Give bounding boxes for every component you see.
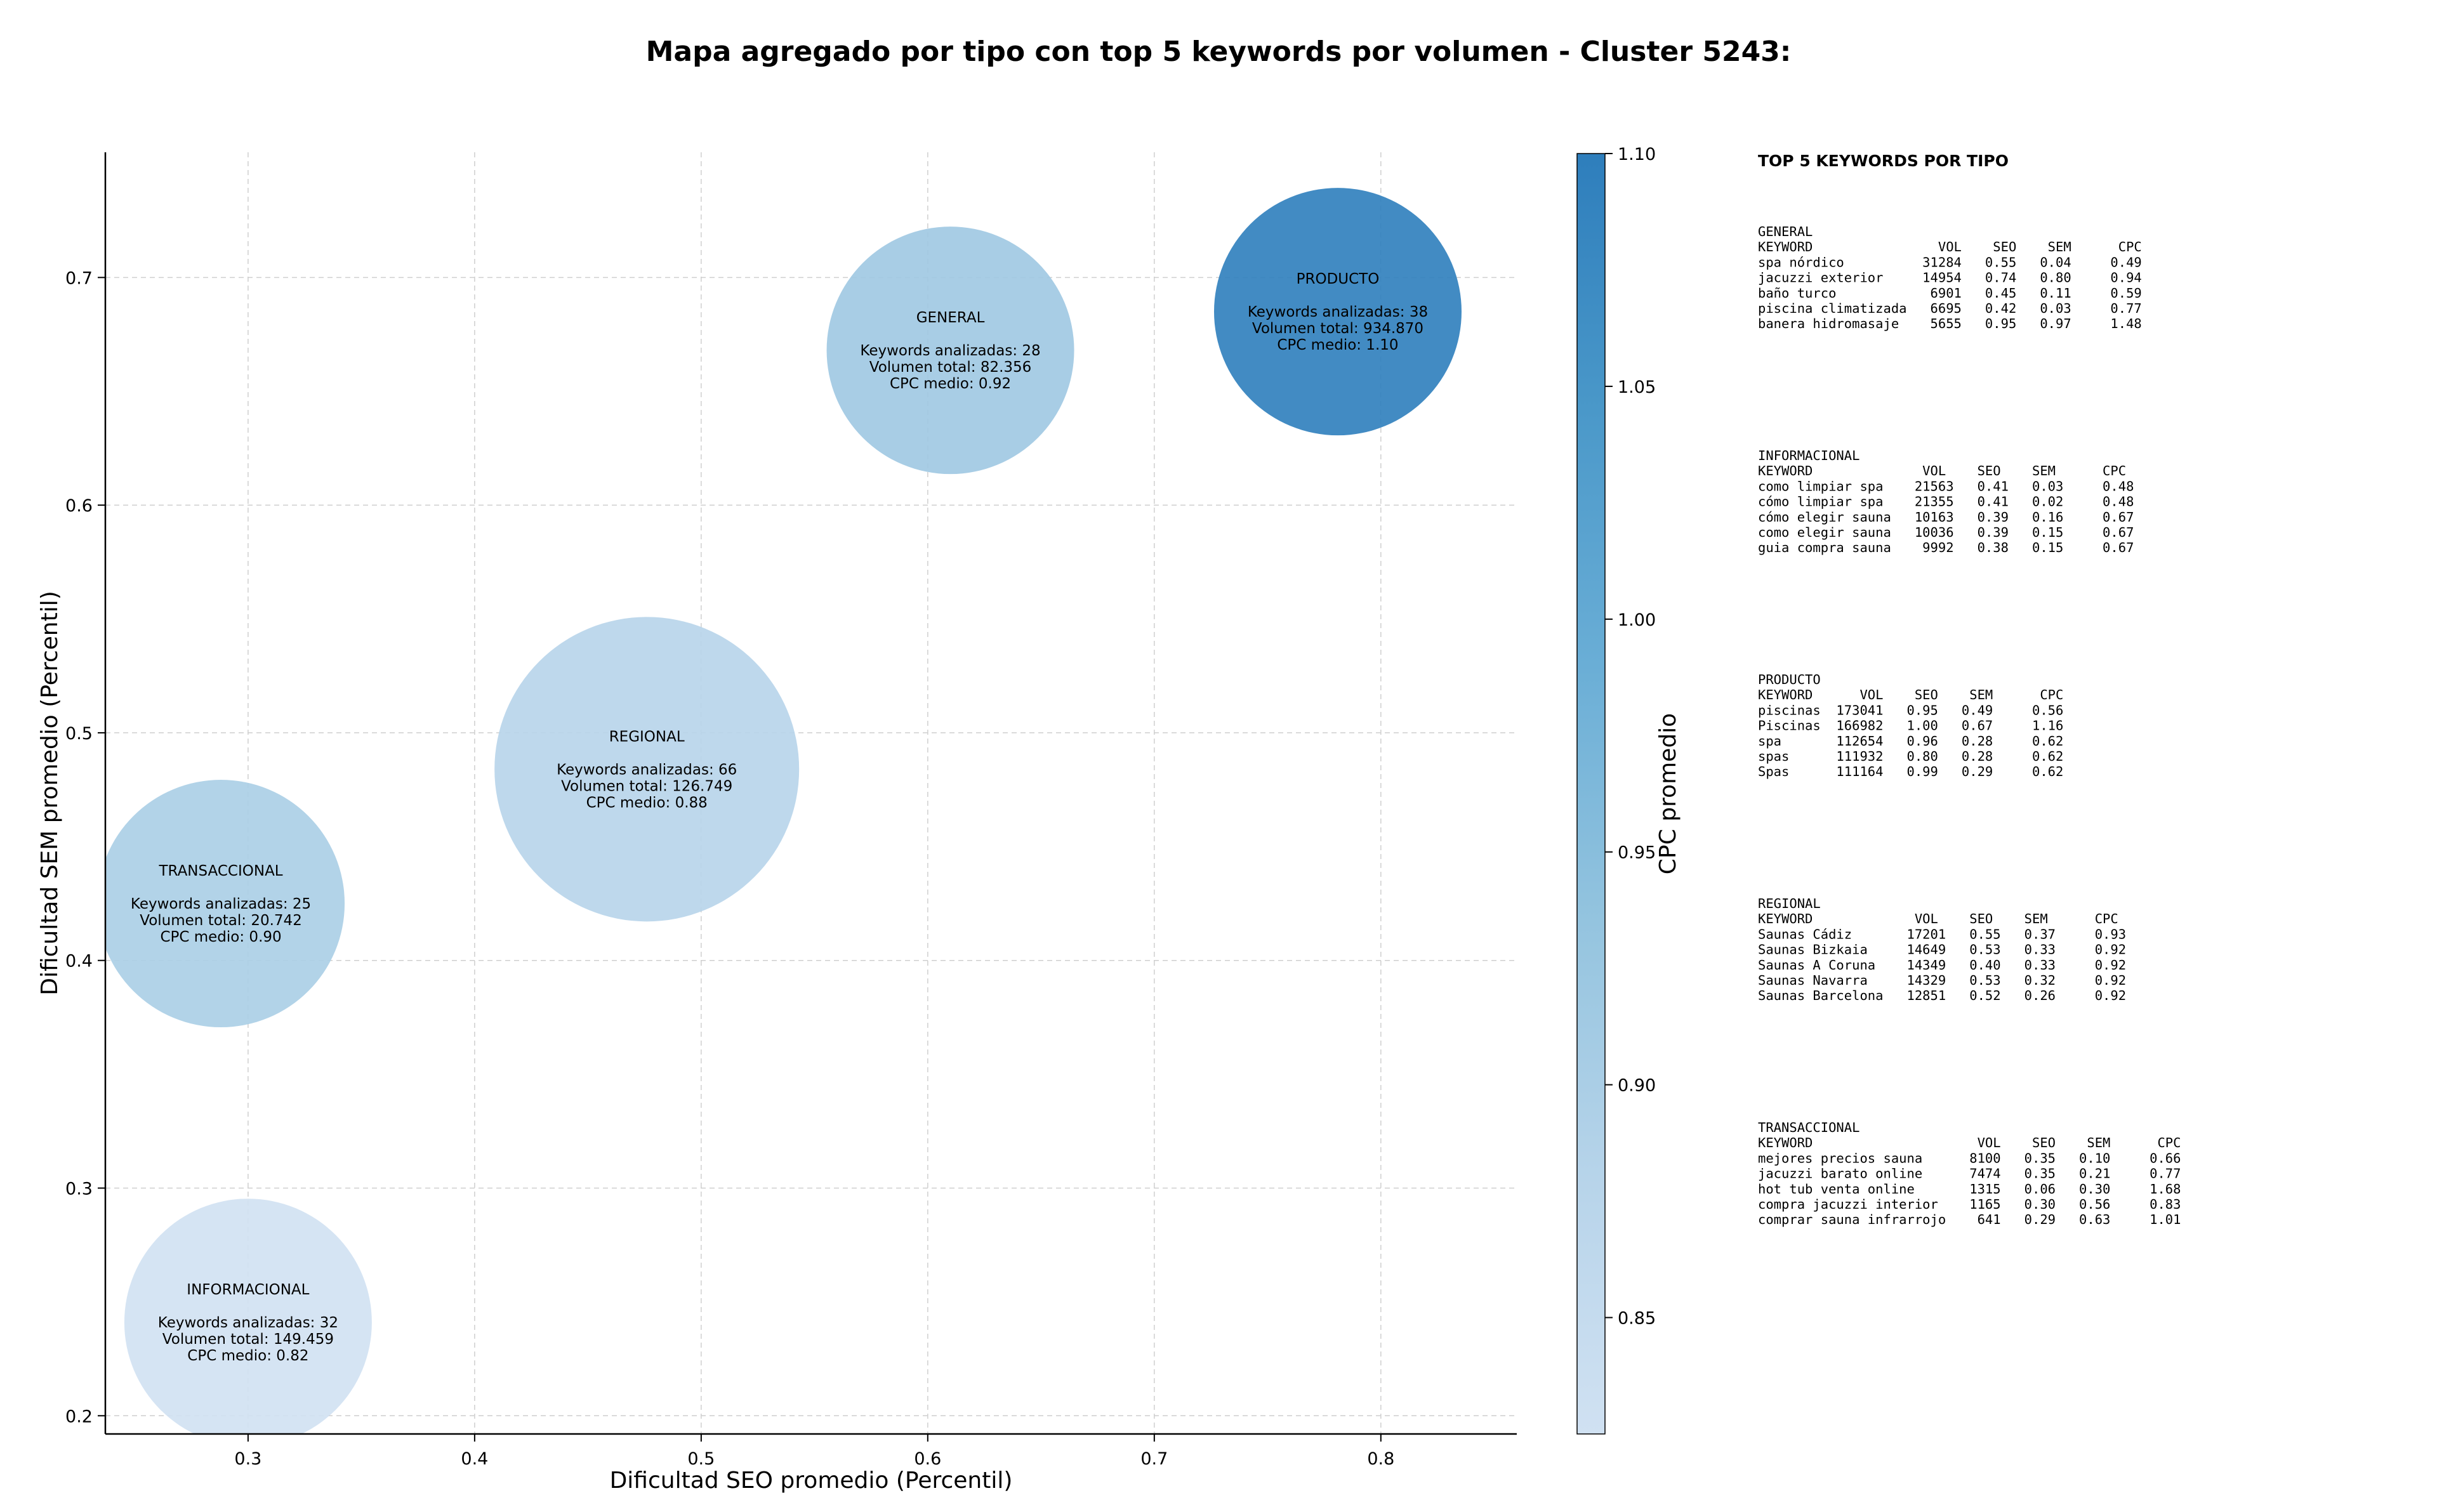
y-tick-label: 0.2 bbox=[65, 1407, 93, 1426]
bubble-label-general: CPC medio: 0.92 bbox=[890, 376, 1011, 392]
bubble-label-producto: Keywords analizadas: 38 bbox=[1248, 304, 1428, 320]
y-tick-label: 0.4 bbox=[65, 952, 93, 971]
y-tick-label: 0.3 bbox=[65, 1180, 93, 1199]
colorbar-tick-label: 1.10 bbox=[1618, 145, 1656, 164]
keyword-table-row: Saunas Cádiz 17201 0.55 0.37 0.93 bbox=[1758, 926, 2126, 942]
x-axis-label: Dificultad SEO promedio (Percentil) bbox=[610, 1468, 1013, 1494]
keyword-table-row: Piscinas 166982 1.00 0.67 1.16 bbox=[1758, 718, 2063, 733]
keyword-table-row: cómo limpiar spa 21355 0.41 0.02 0.48 bbox=[1758, 494, 2134, 509]
bubbles bbox=[105, 188, 1462, 1434]
keyword-table-row: Saunas A Coruna 14349 0.40 0.33 0.92 bbox=[1758, 957, 2126, 973]
keyword-table-row: spa nórdico 31284 0.55 0.04 0.49 bbox=[1758, 254, 2142, 270]
bubble-informacional bbox=[124, 1199, 372, 1434]
colorbar-label: CPC promedio bbox=[1655, 713, 1681, 874]
bubble-producto bbox=[1213, 188, 1462, 436]
bubble-label-informacional: CPC medio: 0.82 bbox=[187, 1348, 308, 1364]
bubble-label-producto: CPC medio: 1.10 bbox=[1277, 337, 1398, 353]
keyword-table-row: como limpiar spa 21563 0.41 0.03 0.48 bbox=[1758, 478, 2134, 494]
y-tick-label: 0.6 bbox=[65, 496, 93, 516]
keyword-table-header: KEYWORD VOL SEO SEM CPC bbox=[1758, 239, 2142, 254]
bubble-general bbox=[826, 227, 1074, 475]
x-tick-label: 0.8 bbox=[1367, 1449, 1394, 1469]
bubble-label-transaccional: CPC medio: 0.90 bbox=[160, 929, 281, 945]
colorbar: 0.85 0.90 0.95 1.00 1.05 1.10 CPC promedio bbox=[1576, 145, 1681, 1435]
keyword-table-row: comprar sauna infrarrojo 641 0.29 0.63 1… bbox=[1758, 1212, 2181, 1227]
bubble-label-informacional: INFORMACIONAL bbox=[187, 1282, 309, 1298]
keyword-table-row: como elegir sauna 10036 0.39 0.15 0.67 bbox=[1758, 525, 2134, 540]
keyword-table-row: guia compra sauna 9992 0.38 0.15 0.67 bbox=[1758, 540, 2134, 555]
keyword-table-header: KEYWORD VOL SEO SEM CPC bbox=[1758, 1135, 2181, 1150]
bubble-label-general: GENERAL bbox=[916, 310, 985, 326]
keyword-table-header: KEYWORD VOL SEO SEM CPC bbox=[1758, 911, 2118, 926]
keyword-table-row: cómo elegir sauna 10163 0.39 0.16 0.67 bbox=[1758, 509, 2134, 525]
x-tick-label: 0.7 bbox=[1140, 1449, 1168, 1469]
keyword-table-row: jacuzzi exterior 14954 0.74 0.80 0.94 bbox=[1758, 270, 2142, 286]
colorbar-tick-label: 1.05 bbox=[1618, 378, 1656, 397]
keyword-table-row: Saunas Navarra 14329 0.53 0.32 0.92 bbox=[1758, 973, 2126, 988]
colorbar-tick-label: 1.00 bbox=[1618, 610, 1656, 630]
y-axis-label: Dificultad SEM promedio (Percentil) bbox=[37, 591, 63, 996]
bubble-label-general: Keywords analizadas: 28 bbox=[860, 343, 1040, 359]
colorbar-tick-label: 0.90 bbox=[1618, 1076, 1656, 1096]
bubble-label-general: Volumen total: 82.356 bbox=[869, 359, 1032, 376]
keyword-table-row: Spas 111164 0.99 0.29 0.62 bbox=[1758, 764, 2063, 779]
keyword-table-row: compra jacuzzi interior 1165 0.30 0.56 0… bbox=[1758, 1197, 2181, 1212]
bubble-label-transaccional: TRANSACCIONAL bbox=[158, 863, 282, 879]
y-tick-label: 0.7 bbox=[65, 268, 93, 288]
colorbar-tick-label: 0.85 bbox=[1618, 1309, 1656, 1329]
ticks: 0.3 0.4 0.5 0.6 0.7 0.8 0.2 0.3 0.4 0.5 0.6 0.7 bbox=[65, 268, 1394, 1469]
keyword-table-header: KEYWORD VOL SEO SEM CPC bbox=[1758, 687, 2063, 702]
bubble-label-regional: Volumen total: 126.749 bbox=[561, 778, 732, 794]
x-tick-label: 0.3 bbox=[234, 1449, 261, 1469]
bubble-label-regional: REGIONAL bbox=[609, 728, 685, 745]
keyword-table-row: jacuzzi barato online 7474 0.35 0.21 0.7… bbox=[1758, 1166, 2181, 1181]
x-tick-label: 0.4 bbox=[461, 1449, 488, 1469]
keyword-table-header: KEYWORD VOL SEO SEM CPC bbox=[1758, 463, 2126, 478]
colorbar-ticks: 0.85 0.90 0.95 1.00 1.05 1.10 bbox=[1605, 145, 1656, 1329]
keyword-table-row: spa 112654 0.96 0.28 0.62 bbox=[1758, 733, 2063, 749]
keyword-table-row: Saunas Barcelona 12851 0.52 0.26 0.92 bbox=[1758, 988, 2126, 1003]
keyword-table-title: GENERAL bbox=[1758, 224, 1813, 239]
bubble-label-producto: Volumen total: 934.870 bbox=[1252, 320, 1423, 337]
keyword-table-title: INFORMACIONAL bbox=[1758, 448, 1859, 463]
bubble-label-informacional: Volumen total: 149.459 bbox=[162, 1331, 334, 1348]
keyword-table-row: piscinas 173041 0.95 0.49 0.56 bbox=[1758, 702, 2063, 718]
keyword-table-row: Saunas Bizkaia 14649 0.53 0.33 0.92 bbox=[1758, 942, 2126, 957]
colorbar-gradient bbox=[1576, 153, 1606, 1435]
bubble-transaccional bbox=[105, 780, 345, 1027]
keyword-table-row: mejores precios sauna 8100 0.35 0.10 0.6… bbox=[1758, 1150, 2181, 1166]
keyword-table-row: baño turco 6901 0.45 0.11 0.59 bbox=[1758, 286, 2142, 301]
bubble-label-regional: Keywords analizadas: 66 bbox=[557, 761, 737, 778]
side-panel-heading: TOP 5 KEYWORDS POR TIPO bbox=[1758, 152, 2009, 170]
chart-title: Mapa agregado por tipo con top 5 keyword… bbox=[646, 36, 1792, 68]
keyword-table-title: REGIONAL bbox=[1758, 896, 1821, 911]
keyword-table-row: piscina climatizada 6695 0.42 0.03 0.77 bbox=[1758, 301, 2142, 316]
keyword-table-row: spas 111932 0.80 0.28 0.62 bbox=[1758, 749, 2063, 764]
axes bbox=[104, 152, 1517, 1435]
x-tick-label: 0.6 bbox=[914, 1449, 941, 1469]
x-tick-label: 0.5 bbox=[687, 1449, 715, 1469]
y-tick-label: 0.5 bbox=[65, 724, 93, 744]
keyword-table-row: banera hidromasaje 5655 0.95 0.97 1.48 bbox=[1758, 316, 2142, 331]
bubble-label-regional: CPC medio: 0.88 bbox=[586, 794, 708, 811]
bubble-regional bbox=[494, 617, 800, 922]
keyword-table-title: TRANSACCIONAL bbox=[1758, 1120, 1859, 1135]
keyword-table-row: hot tub venta online 1315 0.06 0.30 1.68 bbox=[1758, 1181, 2181, 1197]
bubble-label-transaccional: Volumen total: 20.742 bbox=[140, 912, 302, 929]
colorbar-tick-label: 0.95 bbox=[1618, 843, 1656, 863]
keyword-table-title: PRODUCTO bbox=[1758, 672, 1821, 687]
bubble-label-informacional: Keywords analizadas: 32 bbox=[158, 1315, 338, 1331]
bubble-label-producto: PRODUCTO bbox=[1297, 271, 1380, 287]
bubble-label-transaccional: Keywords analizadas: 25 bbox=[131, 896, 311, 912]
